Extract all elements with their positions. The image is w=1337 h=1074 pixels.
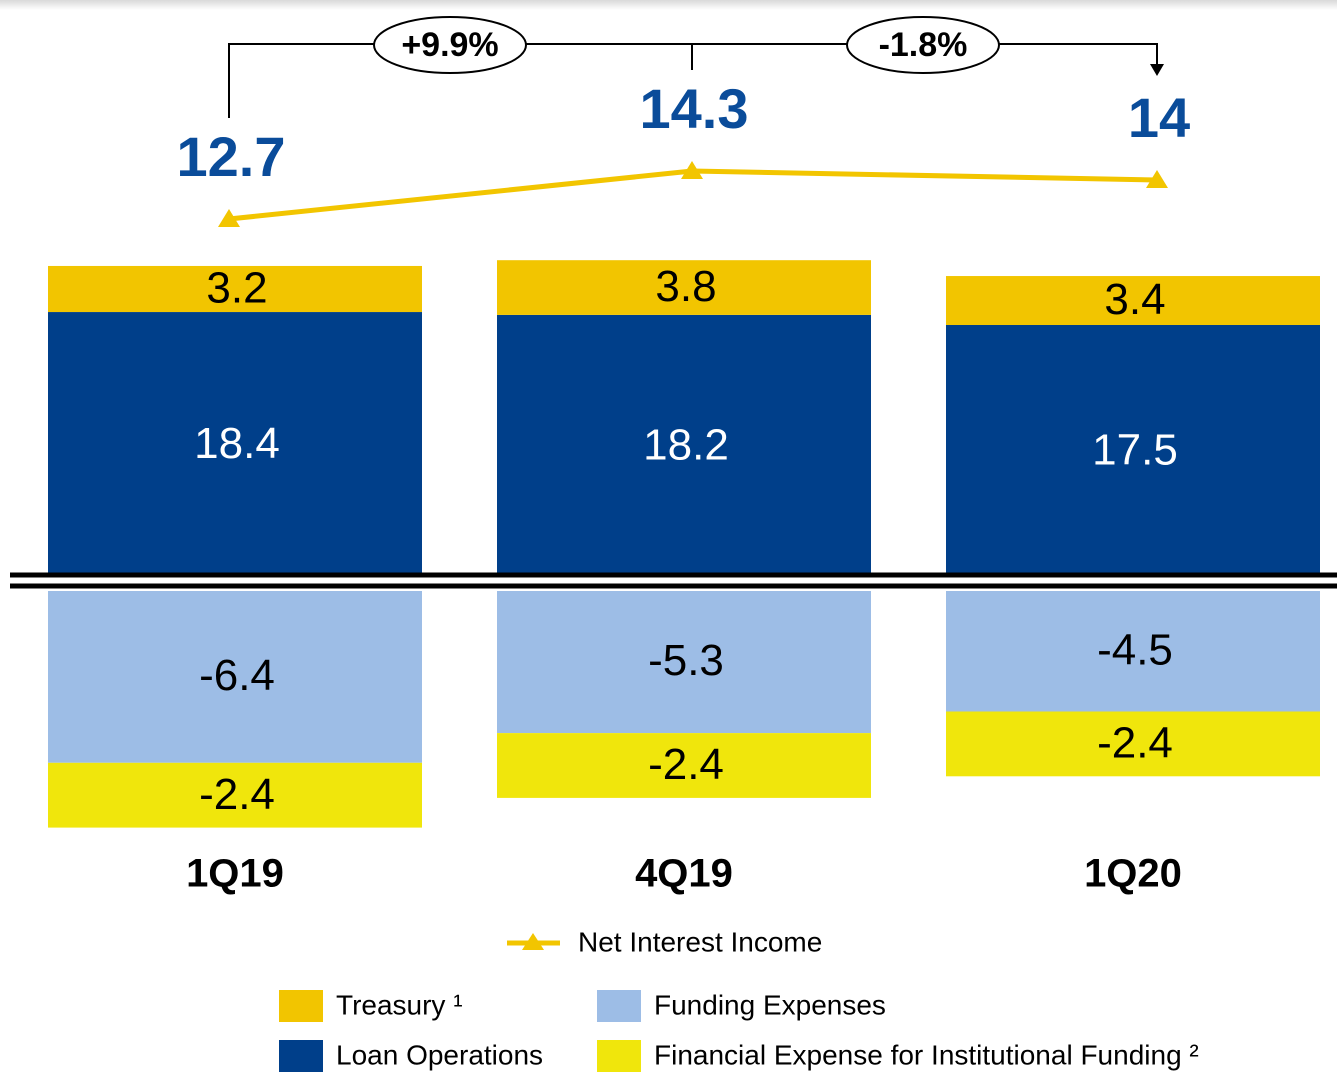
legend-swatch — [597, 990, 641, 1022]
legend-marker — [522, 933, 544, 950]
x-tick-label: 1Q19 — [186, 852, 284, 896]
legend-swatch — [279, 990, 323, 1022]
segment-label: -2.4 — [199, 770, 275, 819]
legend-label: Net Interest Income — [578, 926, 822, 957]
legend-label: Funding Expenses — [654, 989, 886, 1020]
segment-label: -6.4 — [199, 651, 275, 700]
segment-label: -4.5 — [1097, 625, 1173, 674]
bar-segment — [48, 762, 422, 828]
segment-label: -2.4 — [1097, 719, 1173, 768]
bar-segment — [48, 312, 422, 577]
line-marker — [681, 161, 703, 179]
bar-segment — [946, 276, 1320, 325]
line-marker — [1146, 170, 1168, 188]
bar-segment — [946, 325, 1320, 577]
bar-segment — [946, 711, 1320, 777]
annotation-bubble — [846, 16, 1000, 74]
legend-label: Treasury ¹ — [336, 989, 463, 1020]
legend-swatch — [279, 1040, 323, 1072]
segment-label: 3.2 — [206, 264, 267, 313]
legend-swatch — [597, 1040, 641, 1072]
annotation-bubble — [373, 16, 527, 74]
bar-segment — [497, 314, 871, 577]
x-tick-label: 4Q19 — [635, 852, 733, 896]
segment-label: 18.4 — [194, 419, 280, 468]
bar-segment — [497, 733, 871, 798]
bar-segment — [48, 265, 422, 313]
legend-label: Financial Expense for Institutional Fund… — [654, 1039, 1199, 1070]
bracket-arrow — [1150, 64, 1164, 76]
segment-label: 3.4 — [1104, 275, 1165, 324]
bar-segment — [497, 590, 871, 734]
line-value-label: 12.7 — [177, 125, 286, 188]
segment-label: -5.3 — [648, 636, 724, 685]
bar-segment — [497, 260, 871, 315]
annotation: +9.9% — [401, 26, 498, 64]
line-marker — [218, 209, 240, 227]
segment-label: 18.2 — [643, 421, 729, 470]
top-band — [0, 0, 1337, 10]
segment-label: 17.5 — [1092, 426, 1178, 475]
x-tick-label: 1Q20 — [1084, 852, 1182, 896]
segment-label: 3.8 — [655, 262, 716, 311]
annotation: -1.8% — [879, 26, 968, 64]
segment-label: -2.4 — [648, 740, 724, 789]
line-value-label: 14 — [1128, 86, 1190, 149]
bar-segment — [946, 590, 1320, 712]
legend-label: Loan Operations — [336, 1039, 543, 1070]
line-value-label: 14.3 — [640, 77, 749, 140]
bar-segment — [48, 590, 422, 763]
